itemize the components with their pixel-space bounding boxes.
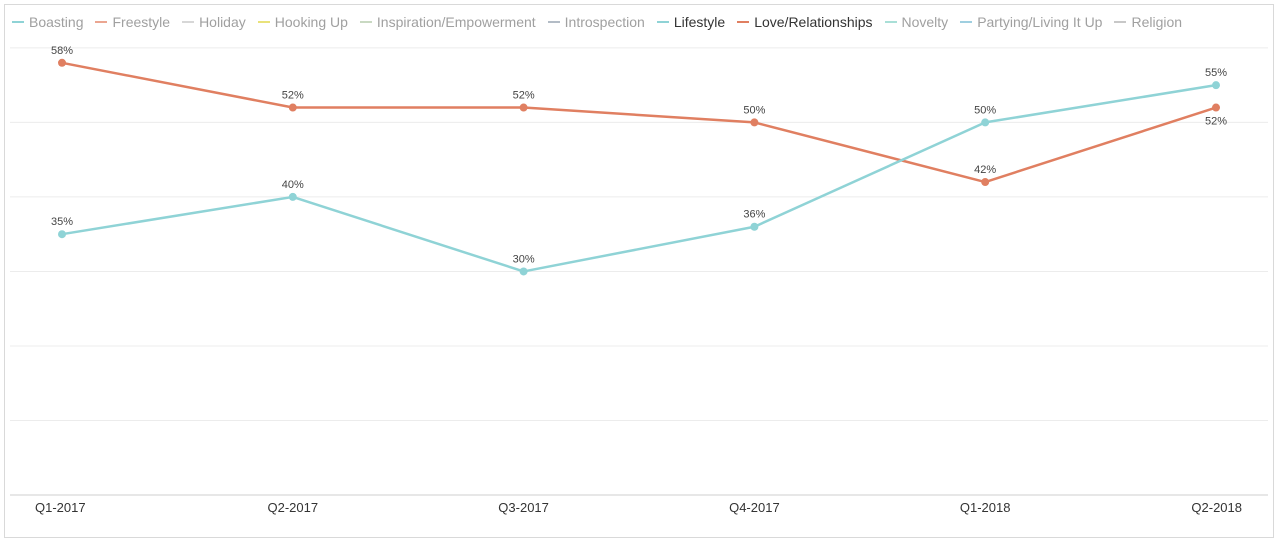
legend-swatch bbox=[182, 21, 195, 23]
data-label-love-relationships: 52% bbox=[282, 90, 304, 102]
legend-item-love-relationships[interactable]: Love/Relationships bbox=[737, 14, 873, 30]
legend-swatch bbox=[960, 21, 973, 23]
x-tick-label: Q2-2018 bbox=[1191, 500, 1242, 515]
data-label-lifestyle: 30% bbox=[513, 253, 535, 265]
data-label-love-relationships: 58% bbox=[51, 45, 73, 57]
legend-swatch bbox=[359, 21, 372, 23]
legend-label: Boasting bbox=[29, 14, 84, 30]
data-point-lifestyle bbox=[288, 192, 297, 201]
legend-label: Partying/Living It Up bbox=[977, 14, 1103, 30]
legend-label: Love/Relationships bbox=[754, 14, 873, 30]
legend-item-inspiration-empowerment[interactable]: Inspiration/Empowerment bbox=[359, 14, 536, 30]
data-point-lifestyle bbox=[519, 267, 528, 276]
legend-swatch bbox=[737, 21, 750, 23]
legend-swatch bbox=[656, 21, 669, 23]
series-line-lifestyle bbox=[61, 83, 1217, 273]
legend-swatch bbox=[12, 21, 24, 23]
legend-label: Lifestyle bbox=[673, 14, 726, 30]
data-label-lifestyle: 35% bbox=[51, 216, 73, 228]
legend-item-lifestyle[interactable]: Lifestyle bbox=[656, 14, 726, 30]
legend-label: Religion bbox=[1131, 14, 1183, 30]
legend-item-novelty[interactable]: Novelty bbox=[884, 14, 949, 30]
legend-swatch bbox=[95, 21, 108, 23]
legend-item-partying-living-it-up[interactable]: Partying/Living It Up bbox=[960, 14, 1102, 30]
x-tick-label: Q1-2018 bbox=[960, 500, 1011, 515]
legend-item-boasting[interactable]: Boasting bbox=[12, 14, 83, 30]
series-line-love-relationships bbox=[61, 61, 1217, 184]
legend-label: Freestyle bbox=[112, 14, 171, 30]
data-point-love-relationships bbox=[1212, 103, 1220, 112]
data-label-lifestyle: 50% bbox=[974, 104, 996, 116]
data-label-love-relationships: 50% bbox=[743, 104, 765, 116]
legend-label: Hooking Up bbox=[274, 14, 348, 30]
data-point-love-relationships bbox=[288, 103, 297, 112]
data-point-lifestyle bbox=[58, 230, 66, 239]
data-point-love-relationships bbox=[519, 103, 528, 112]
legend-label: Inspiration/Empowerment bbox=[376, 14, 536, 30]
x-tick-label: Q3-2017 bbox=[498, 500, 549, 515]
x-tick-label: Q2-2017 bbox=[268, 500, 319, 515]
data-label-love-relationships: 52% bbox=[1205, 116, 1227, 128]
legend-label: Novelty bbox=[901, 14, 949, 30]
data-point-lifestyle bbox=[750, 222, 759, 231]
legend-label: Holiday bbox=[199, 14, 246, 30]
legend-swatch bbox=[257, 21, 270, 23]
x-tick-label: Q1-2017 bbox=[35, 500, 86, 515]
x-tick-label: Q4-2017 bbox=[729, 500, 780, 515]
data-label-lifestyle: 36% bbox=[743, 209, 765, 221]
data-point-love-relationships bbox=[58, 58, 66, 67]
legend-item-introspection[interactable]: Introspection bbox=[547, 14, 645, 30]
legend-item-freestyle[interactable]: Freestyle bbox=[95, 14, 170, 30]
data-label-lifestyle: 40% bbox=[282, 179, 304, 191]
legend-item-religion[interactable]: Religion bbox=[1114, 14, 1182, 30]
data-point-lifestyle bbox=[981, 118, 990, 127]
data-point-love-relationships bbox=[981, 178, 990, 187]
legend-item-hooking-up[interactable]: Hooking Up bbox=[257, 14, 348, 30]
data-point-love-relationships bbox=[750, 118, 759, 127]
legend-swatch bbox=[1114, 21, 1127, 23]
legend-label: Introspection bbox=[564, 14, 645, 30]
legend-swatch bbox=[884, 21, 897, 23]
chart-legend: Boasting Freestyle Holiday Hooking Up Inspir… bbox=[12, 9, 1194, 35]
data-label-love-relationships: 52% bbox=[513, 90, 535, 102]
legend-swatch bbox=[547, 21, 560, 23]
data-label-love-relationships: 42% bbox=[974, 164, 996, 176]
data-point-lifestyle bbox=[1212, 81, 1220, 90]
data-label-lifestyle: 55% bbox=[1205, 67, 1227, 79]
legend-item-holiday[interactable]: Holiday bbox=[182, 14, 246, 30]
